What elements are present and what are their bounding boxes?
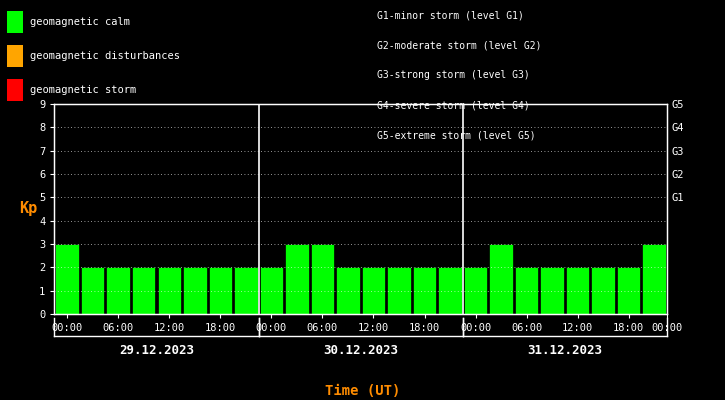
Text: 30.12.2023: 30.12.2023: [323, 344, 398, 357]
Bar: [157, 267, 181, 314]
Bar: [617, 267, 640, 314]
Bar: [540, 267, 564, 314]
Text: 29.12.2023: 29.12.2023: [119, 344, 194, 357]
Text: G5-extreme storm (level G5): G5-extreme storm (level G5): [377, 130, 536, 140]
Bar: [489, 244, 513, 314]
Bar: [260, 267, 283, 314]
Bar: [387, 267, 411, 314]
Text: geomagnetic disturbances: geomagnetic disturbances: [30, 51, 181, 61]
Bar: [107, 267, 130, 314]
Bar: [209, 267, 232, 314]
Bar: [132, 267, 155, 314]
Bar: [55, 244, 79, 314]
Bar: [81, 267, 104, 314]
Text: G4-severe storm (level G4): G4-severe storm (level G4): [377, 100, 530, 110]
Text: geomagnetic calm: geomagnetic calm: [30, 17, 130, 27]
Text: Time (UT): Time (UT): [325, 384, 400, 398]
Bar: [183, 267, 207, 314]
Bar: [642, 244, 666, 314]
Y-axis label: Kp: Kp: [19, 202, 37, 216]
Bar: [566, 267, 589, 314]
Text: G2-moderate storm (level G2): G2-moderate storm (level G2): [377, 40, 542, 50]
Bar: [362, 267, 385, 314]
Bar: [464, 267, 487, 314]
Bar: [413, 267, 436, 314]
Text: G1-minor storm (level G1): G1-minor storm (level G1): [377, 10, 524, 20]
Bar: [310, 244, 334, 314]
Bar: [515, 267, 539, 314]
Bar: [592, 267, 615, 314]
Bar: [439, 267, 462, 314]
Bar: [336, 267, 360, 314]
Bar: [234, 267, 257, 314]
Bar: [285, 244, 309, 314]
Text: geomagnetic storm: geomagnetic storm: [30, 85, 137, 95]
Text: G3-strong storm (level G3): G3-strong storm (level G3): [377, 70, 530, 80]
Text: 31.12.2023: 31.12.2023: [527, 344, 602, 357]
